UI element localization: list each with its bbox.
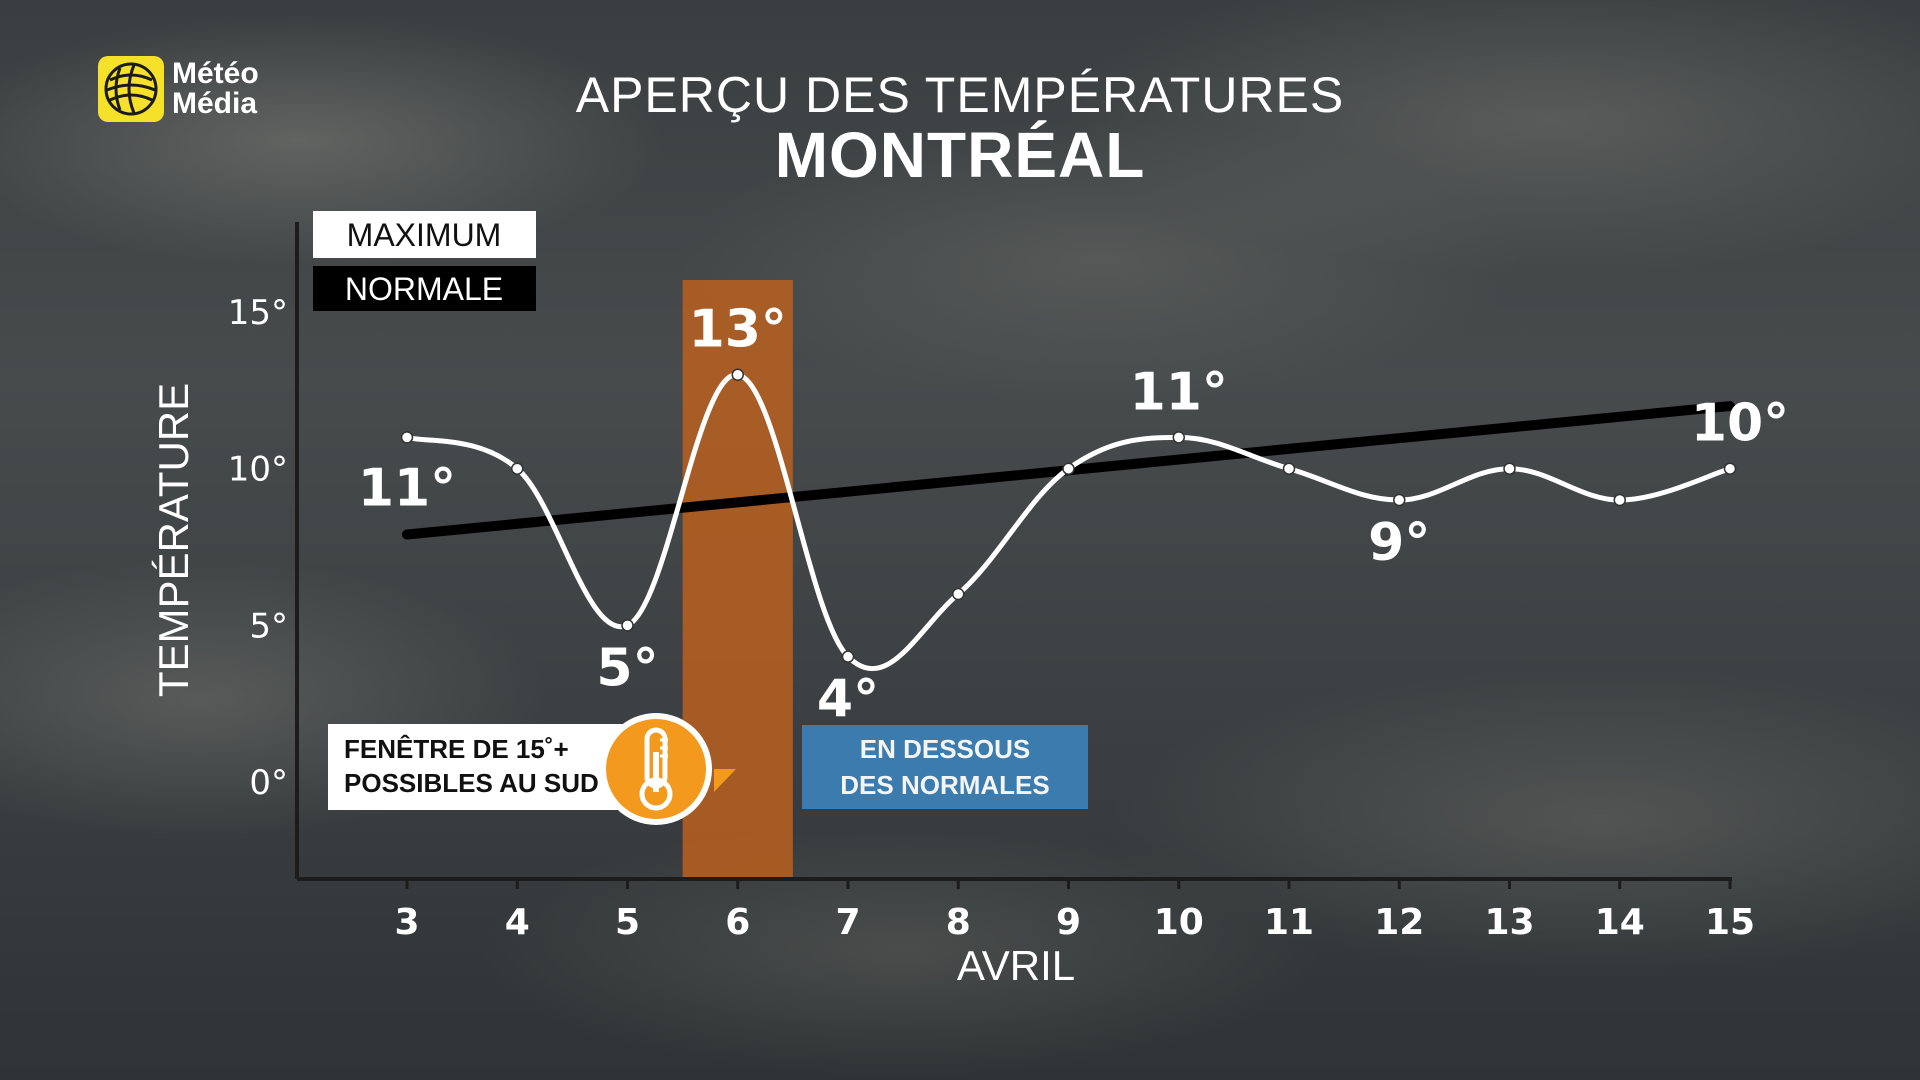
x-tick-label: 9 [1056, 902, 1081, 943]
data-point [952, 587, 965, 601]
x-tick-label: 5 [615, 902, 640, 943]
y-axis-title: TEMPÉRATURE [150, 383, 197, 697]
series-maximum-points [400, 368, 1737, 663]
logo-line-1: Météo [172, 57, 259, 90]
data-point [400, 431, 414, 444]
data-point [731, 368, 744, 381]
y-tick-labels: 0° 5° 10° 15° [228, 293, 288, 803]
x-tick-label: 14 [1595, 902, 1645, 943]
data-label: 4° [817, 670, 879, 730]
warm-window-callout: FENÊTRE DE 15˚+ POSSIBLES AU SUD [328, 724, 628, 810]
x-tick-label: 15 [1705, 902, 1755, 943]
data-point [1172, 431, 1185, 444]
legend-normale: NORMALE [345, 271, 503, 307]
x-tick-label: 11 [1264, 902, 1314, 943]
data-point [1503, 462, 1516, 475]
data-label: 11° [358, 458, 456, 518]
meteomedia-logo: Météo Média [98, 56, 259, 122]
data-point [511, 462, 524, 475]
x-tick-label: 13 [1484, 902, 1534, 943]
data-label: 9° [1368, 513, 1430, 573]
x-axis-title: AVRIL [957, 942, 1075, 989]
data-label: 10° [1691, 394, 1789, 454]
warm-callout-line-2: POSSIBLES AU SUD [344, 768, 599, 798]
y-tick-label: 5° [249, 606, 288, 646]
x-tick-label: 12 [1374, 902, 1424, 943]
data-label: 11° [1130, 362, 1228, 422]
x-tick-label: 6 [725, 902, 750, 943]
legend-normale-box [313, 266, 536, 311]
logo-line-2: Média [172, 87, 258, 120]
x-tick-label: 4 [505, 902, 530, 943]
data-point [1062, 462, 1075, 475]
data-point [1613, 493, 1626, 507]
x-tick-label: 8 [946, 902, 971, 943]
globe-logo-icon [98, 56, 164, 122]
x-tick-label: 7 [835, 902, 860, 943]
chart-axes [295, 222, 1732, 889]
data-labels: 11° 5° 13° 4° 11° 9° 10° [358, 300, 1789, 730]
series-maximum-line [406, 372, 1731, 672]
below-callout-line-1: EN DESSOUS [859, 734, 1031, 764]
legend: MAXIMUM NORMALE [313, 211, 536, 311]
legend-maximum-box [313, 211, 536, 258]
chart-subtitle: MONTRÉAL [774, 119, 1146, 191]
chart-title: APERÇU DES TEMPÉRATURES [575, 67, 1345, 123]
y-tick-label: 10° [228, 450, 288, 490]
data-label: 5° [596, 638, 658, 698]
legend-maximum: MAXIMUM [347, 217, 502, 253]
data-point [1723, 462, 1737, 475]
data-point [1282, 462, 1296, 475]
thermometer-icon [600, 713, 736, 825]
data-point [841, 650, 855, 663]
warm-callout-line-1: FENÊTRE DE 15˚+ [344, 734, 569, 764]
below-normal-callout: EN DESSOUS DES NORMALES [802, 725, 1088, 809]
logo-wordmark: Météo Média [172, 59, 259, 119]
data-point [621, 619, 634, 632]
data-label: 13° [689, 300, 787, 360]
y-tick-label: 15° [228, 293, 288, 333]
data-point [1393, 493, 1406, 507]
x-tick-label: 10 [1154, 902, 1204, 943]
x-tick-labels: 3 4 5 6 7 8 9 10 11 12 13 14 15 [394, 902, 1755, 943]
y-tick-label: 0° [249, 763, 288, 803]
x-tick-label: 3 [394, 902, 419, 943]
below-callout-line-2: DES NORMALES [840, 770, 1050, 800]
